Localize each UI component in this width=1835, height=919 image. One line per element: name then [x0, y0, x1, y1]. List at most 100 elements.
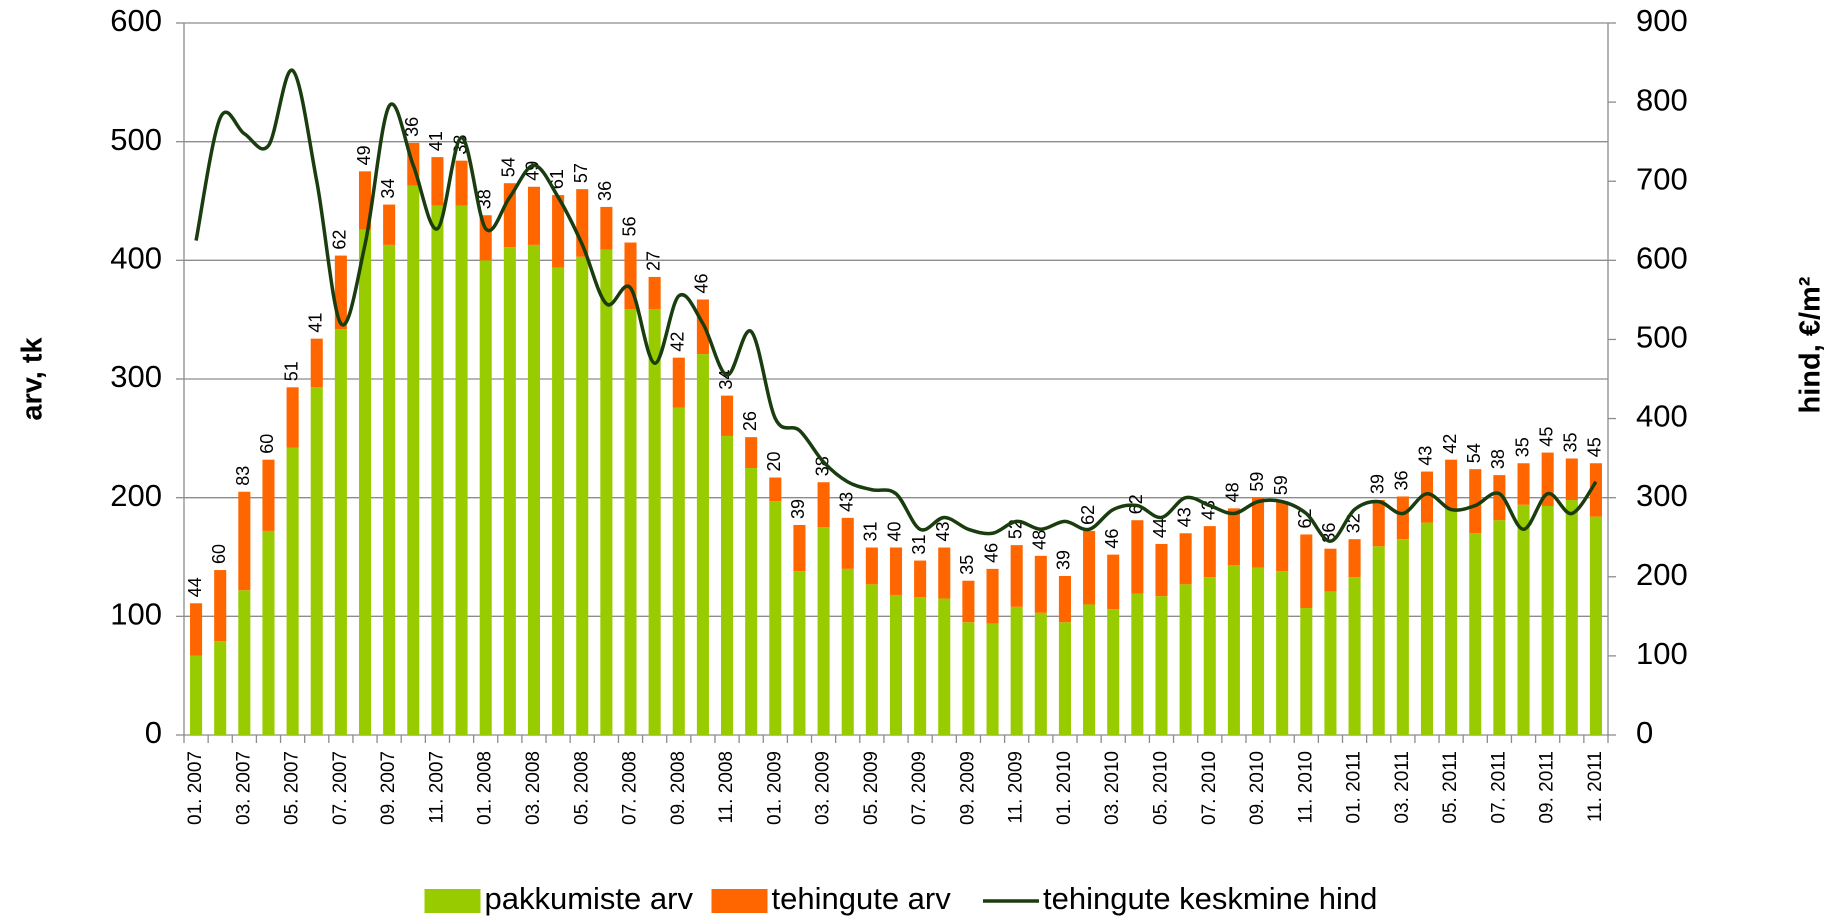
legend-swatch — [711, 889, 768, 913]
bar — [1107, 609, 1120, 735]
bar — [1469, 469, 1482, 534]
bar — [914, 560, 927, 598]
bar — [938, 547, 951, 599]
bar — [1300, 608, 1313, 735]
data-label: 34 — [378, 179, 398, 199]
y2-tick-label: 300 — [1636, 478, 1688, 513]
bar — [696, 354, 709, 735]
y2-tick-label: 600 — [1636, 241, 1688, 276]
bar — [745, 468, 758, 735]
data-label: 35 — [1512, 437, 1532, 457]
data-label: 46 — [981, 543, 1001, 563]
bar — [1324, 591, 1337, 735]
x-tick-label: 09. 2009 — [957, 751, 978, 825]
bar — [1565, 458, 1578, 501]
bar — [431, 205, 444, 735]
data-label: 38 — [1488, 449, 1508, 469]
bar — [865, 547, 878, 585]
bar — [672, 407, 685, 735]
y2-tick-label: 100 — [1636, 636, 1688, 671]
x-tick-label: 07. 2008 — [620, 751, 641, 825]
x-tick-label: 03. 2011 — [1392, 751, 1413, 824]
x-tick-label: 01. 2010 — [1054, 751, 1075, 825]
data-label: 44 — [185, 577, 205, 597]
bar — [1420, 522, 1434, 735]
bar — [769, 477, 782, 502]
bar — [1372, 546, 1385, 735]
bar — [238, 491, 251, 591]
x-tick-label: 03. 2008 — [523, 751, 544, 825]
bar — [889, 547, 903, 595]
x-tick-label: 11. 2007 — [426, 751, 447, 824]
y-tick-label: 600 — [110, 3, 162, 38]
bar — [1155, 596, 1168, 735]
bar — [1227, 565, 1240, 735]
bar — [1252, 567, 1265, 735]
data-label: 51 — [281, 361, 301, 381]
y2-axis-label: hind, €/m² — [1795, 276, 1827, 413]
data-label: 43 — [1199, 500, 1219, 520]
bar — [383, 244, 396, 735]
data-label: 35 — [1561, 432, 1581, 452]
x-tick-label: 09. 2008 — [668, 751, 689, 825]
data-label: 54 — [499, 157, 519, 177]
bar — [1227, 508, 1240, 566]
legend-label: tehingute keskmine hind — [1043, 881, 1377, 916]
data-label: 48 — [1223, 482, 1243, 502]
bar — [1083, 604, 1096, 735]
data-label: 44 — [1150, 518, 1170, 538]
data-label: 36 — [595, 181, 615, 201]
data-label: 59 — [1247, 472, 1267, 492]
data-label: 26 — [740, 411, 760, 431]
bar — [190, 603, 203, 656]
bar — [841, 517, 854, 569]
bar — [527, 244, 540, 735]
bar — [552, 267, 565, 735]
data-label: 27 — [643, 251, 663, 271]
data-label: 41 — [426, 131, 446, 151]
bar — [1010, 606, 1023, 735]
bar — [1517, 504, 1530, 735]
bar — [1131, 520, 1144, 594]
bar — [1276, 501, 1289, 572]
bar — [383, 204, 396, 245]
y2-tick-label: 0 — [1636, 715, 1653, 750]
bar — [190, 655, 203, 735]
bar — [624, 308, 637, 735]
data-label: 42 — [1440, 434, 1460, 454]
bar — [1058, 575, 1071, 623]
x-tick-label: 05. 2009 — [861, 751, 882, 825]
bar — [1324, 548, 1337, 592]
bar — [817, 527, 830, 735]
x-tick-label: 01. 2008 — [475, 751, 496, 825]
x-tick-label: 03. 2010 — [1102, 751, 1123, 825]
x-tick-label: 07. 2011 — [1488, 751, 1509, 824]
bar — [600, 249, 613, 736]
bar — [648, 308, 661, 735]
bar — [986, 623, 999, 735]
bar — [214, 641, 227, 735]
y2-tick-label: 900 — [1636, 3, 1688, 38]
bar — [1565, 500, 1578, 735]
data-label: 62 — [1295, 508, 1315, 528]
bar — [286, 387, 299, 448]
data-label: 35 — [957, 555, 977, 575]
x-tick-label: 07. 2009 — [909, 751, 930, 825]
bar — [358, 171, 372, 230]
data-label: 39 — [1054, 550, 1074, 570]
line — [194, 68, 1598, 543]
y-axis-label: arv, tk — [17, 336, 49, 420]
data-label: 54 — [1464, 443, 1484, 463]
bar — [479, 260, 492, 735]
data-label: 57 — [571, 163, 591, 183]
bar — [214, 570, 227, 642]
x-tick-label: 09. 2010 — [1247, 751, 1268, 825]
data-label: 40 — [885, 521, 905, 541]
data-label: 43 — [933, 521, 953, 541]
y2-tick-label: 700 — [1636, 161, 1688, 196]
bar — [1300, 534, 1313, 609]
bar — [865, 584, 878, 735]
bar — [914, 597, 927, 735]
bar — [793, 524, 806, 572]
bar — [527, 186, 540, 245]
